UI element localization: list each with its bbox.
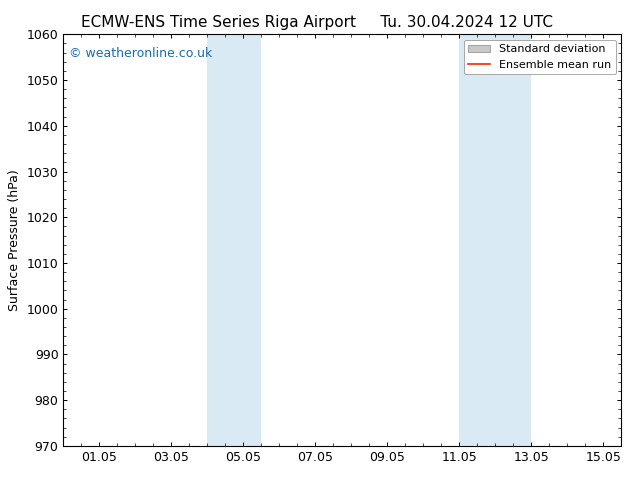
Text: © weatheronline.co.uk: © weatheronline.co.uk: [69, 47, 212, 60]
Bar: [207, 34, 261, 446]
Text: ECMW-ENS Time Series Riga Airport     Tu. 30.04.2024 12 UTC: ECMW-ENS Time Series Riga Airport Tu. 30…: [81, 15, 553, 30]
Y-axis label: Surface Pressure (hPa): Surface Pressure (hPa): [8, 169, 21, 311]
Bar: [460, 34, 531, 446]
Legend: Standard deviation, Ensemble mean run: Standard deviation, Ensemble mean run: [463, 40, 616, 74]
